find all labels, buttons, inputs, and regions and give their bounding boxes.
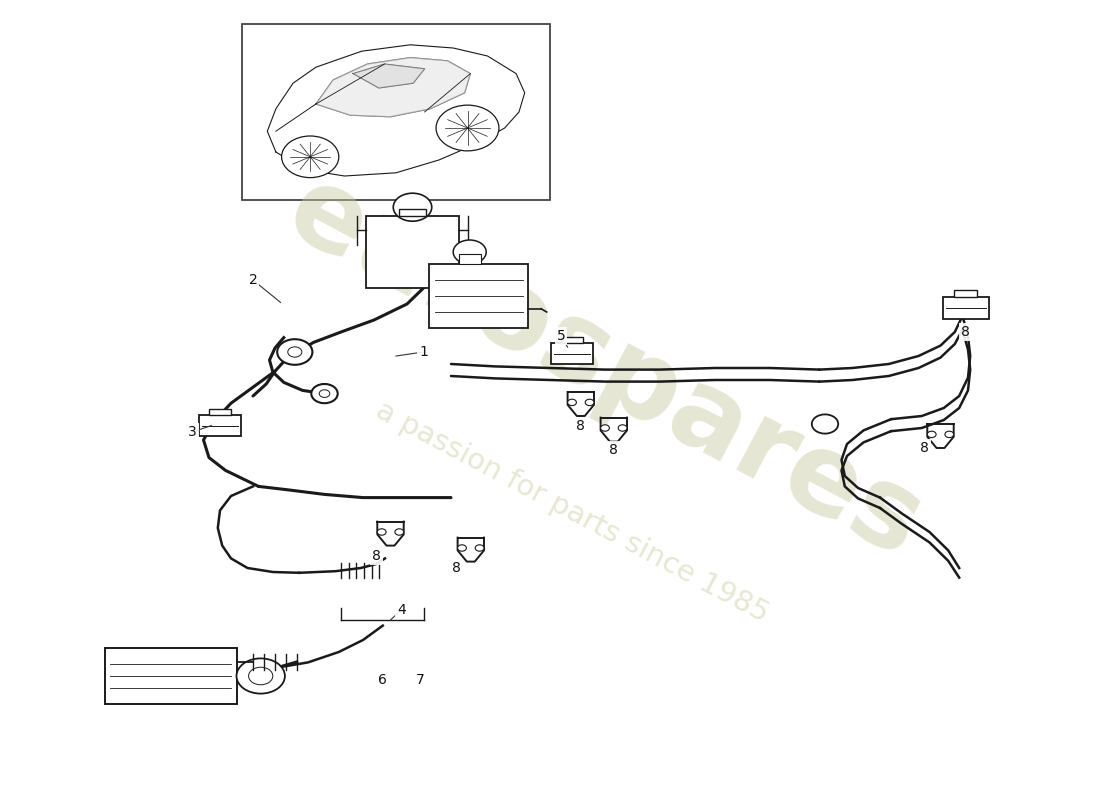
Text: 1: 1 xyxy=(419,345,428,359)
Circle shape xyxy=(475,545,484,551)
Circle shape xyxy=(395,529,404,535)
Circle shape xyxy=(436,105,499,151)
Text: 8: 8 xyxy=(576,418,585,433)
Circle shape xyxy=(453,240,486,264)
Bar xyxy=(199,415,242,436)
Circle shape xyxy=(601,425,609,431)
Bar xyxy=(104,648,236,704)
Circle shape xyxy=(927,431,936,438)
Bar xyxy=(551,343,594,364)
Text: 3: 3 xyxy=(188,425,197,439)
Text: 7: 7 xyxy=(416,673,425,687)
Text: 5: 5 xyxy=(557,329,565,343)
Bar xyxy=(399,209,426,216)
Text: eurospares: eurospares xyxy=(270,156,940,580)
Circle shape xyxy=(377,529,386,535)
Bar xyxy=(459,254,481,264)
Circle shape xyxy=(277,339,312,365)
Circle shape xyxy=(618,425,627,431)
Bar xyxy=(209,409,231,415)
Text: 8: 8 xyxy=(609,442,618,457)
Text: 8: 8 xyxy=(372,549,381,563)
Text: 8: 8 xyxy=(961,325,970,339)
Circle shape xyxy=(394,193,431,221)
Circle shape xyxy=(568,399,576,406)
Circle shape xyxy=(236,658,285,694)
Bar xyxy=(955,290,978,297)
Circle shape xyxy=(812,414,838,434)
Polygon shape xyxy=(316,58,471,117)
Circle shape xyxy=(945,431,954,438)
Bar xyxy=(561,337,583,343)
Bar xyxy=(943,297,989,319)
Polygon shape xyxy=(353,64,425,88)
Bar xyxy=(365,216,460,288)
Bar xyxy=(242,24,550,200)
Text: 8: 8 xyxy=(920,441,928,455)
Circle shape xyxy=(282,136,339,178)
Text: 8: 8 xyxy=(452,561,461,575)
Text: a passion for parts since 1985: a passion for parts since 1985 xyxy=(371,396,773,628)
Circle shape xyxy=(585,399,594,406)
Text: 4: 4 xyxy=(397,602,406,617)
Text: 2: 2 xyxy=(249,273,257,287)
Text: 6: 6 xyxy=(378,673,387,687)
Bar xyxy=(429,264,528,328)
Circle shape xyxy=(311,384,338,403)
Circle shape xyxy=(458,545,466,551)
